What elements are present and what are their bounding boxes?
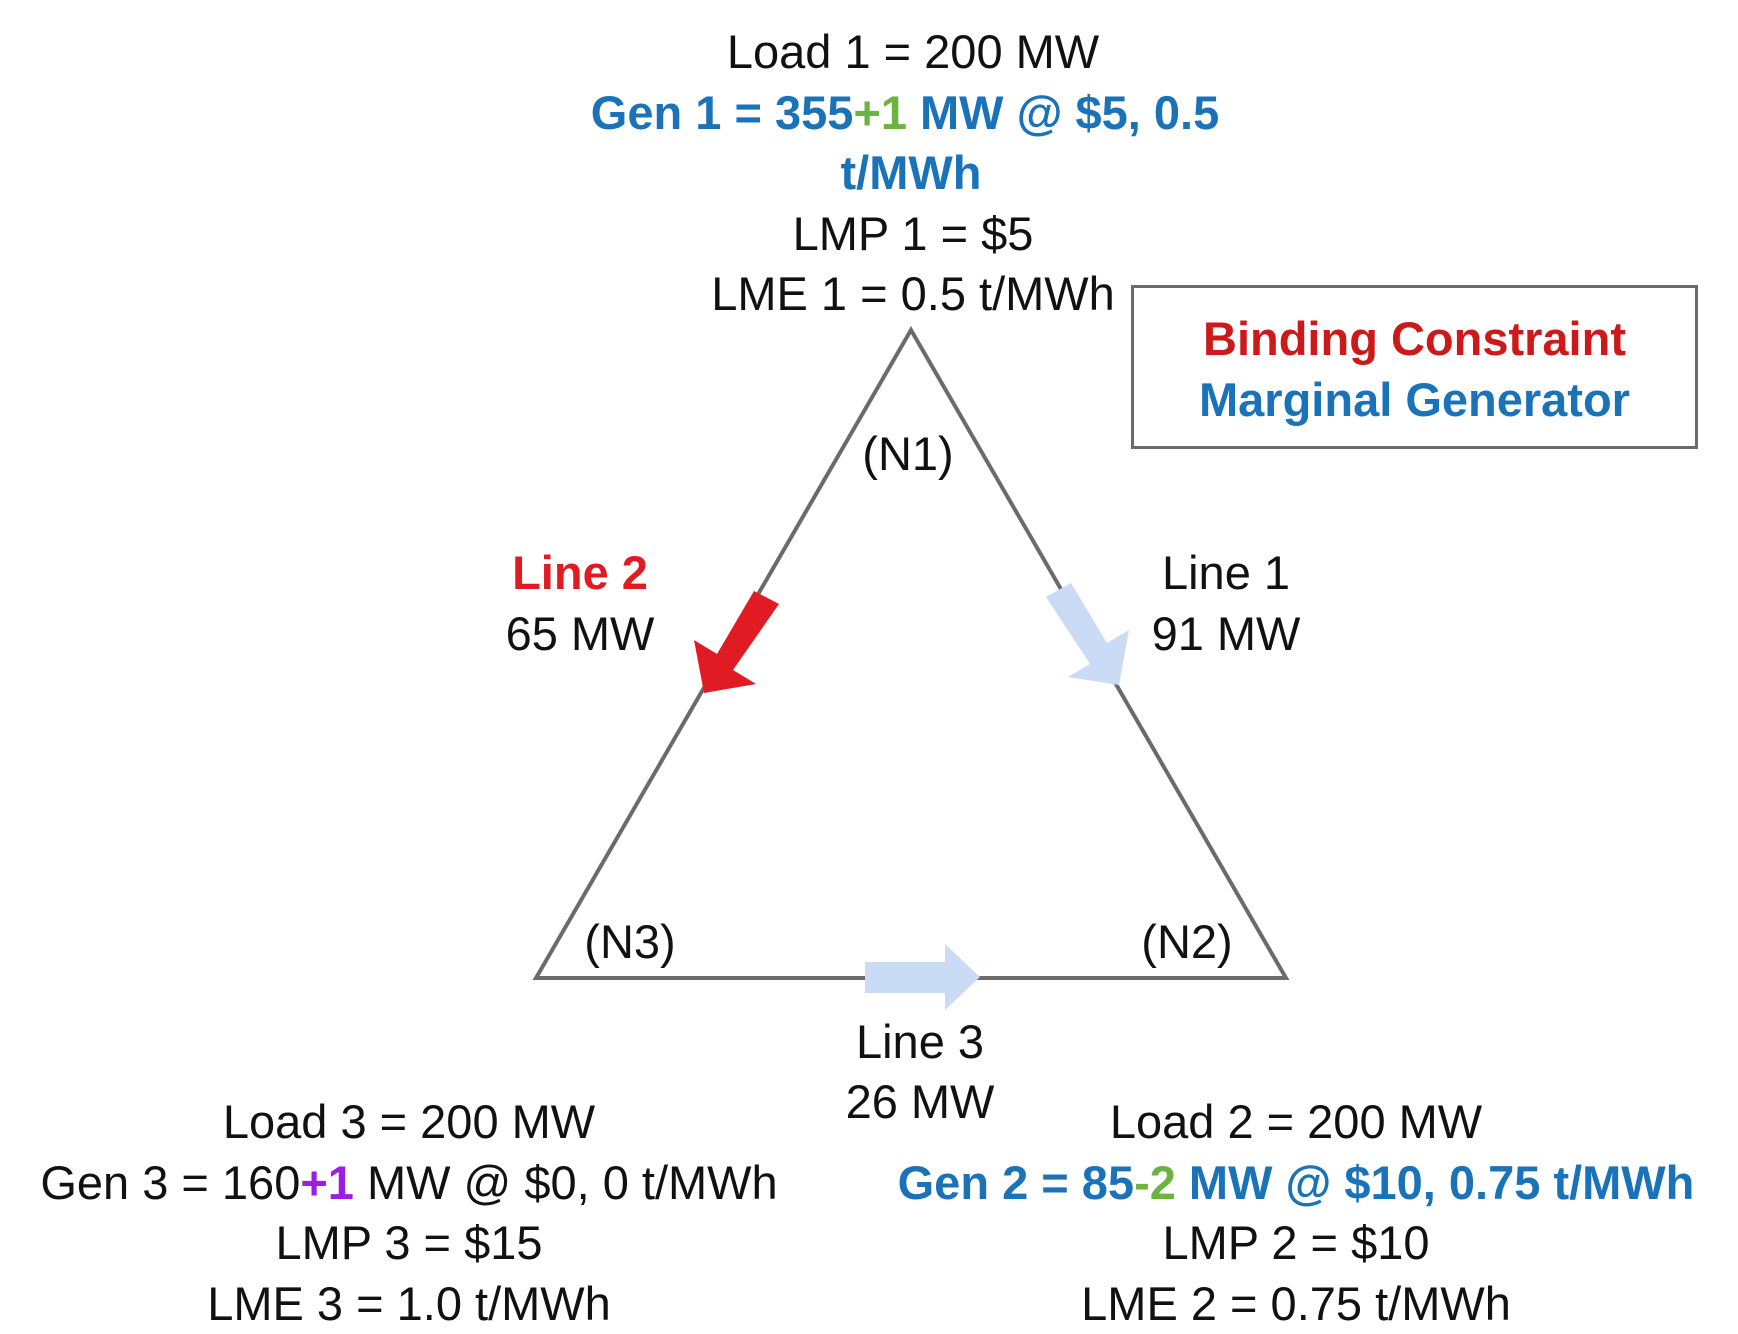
lme-3-label: LME 3 = 1.0 t/MWh bbox=[207, 1277, 611, 1330]
legend-binding-constraint: Binding Constraint bbox=[1203, 312, 1626, 365]
legend-box: Binding Constraint Marginal Generator bbox=[1131, 285, 1698, 449]
lmp-2-label: LMP 2 = $10 bbox=[1162, 1216, 1430, 1269]
load-1-label: Load 1 = 200 MW bbox=[726, 25, 1100, 78]
line1-flow: 91 MW bbox=[1151, 607, 1301, 660]
node-n1-label: (N1) bbox=[862, 427, 954, 480]
gen-1-delta: +1 bbox=[853, 86, 907, 139]
gen-3-suffix: MW @ $0, 0 t/MWh bbox=[353, 1156, 778, 1209]
gen-2-prefix: Gen 2 = 85 bbox=[897, 1156, 1135, 1209]
line2-name: Line 2 bbox=[512, 546, 648, 599]
gen-1-prefix: Gen 1 = 355 bbox=[590, 86, 854, 139]
line2-flow: 65 MW bbox=[505, 607, 655, 660]
lmp-1-label: LMP 1 = $5 bbox=[792, 207, 1034, 260]
load-2-label: Load 2 = 200 MW bbox=[1109, 1095, 1483, 1148]
node-n2-label: (N2) bbox=[1141, 915, 1233, 968]
gen-2-delta: -2 bbox=[1134, 1156, 1176, 1209]
lmp-3-label: LMP 3 = $15 bbox=[275, 1216, 543, 1269]
gen-1-label: Gen 1 = 355+1 MW @ $5, 0.5 bbox=[591, 83, 1219, 143]
line3-name: Line 3 bbox=[855, 1015, 985, 1068]
node-n3-label: (N3) bbox=[584, 915, 676, 968]
line2-flow-arrow bbox=[694, 591, 779, 693]
line3-flow-arrow bbox=[865, 944, 980, 1010]
gen-3-label: Gen 3 = 160+1 MW @ $0, 0 t/MWh bbox=[40, 1153, 777, 1213]
line3-flow: 26 MW bbox=[845, 1075, 995, 1128]
gen-3-delta: +1 bbox=[300, 1156, 354, 1209]
load-3-label: Load 3 = 200 MW bbox=[222, 1095, 596, 1148]
gen-2-label: Gen 2 = 85-2 MW @ $10, 0.75 t/MWh bbox=[898, 1153, 1695, 1213]
gen-2-suffix: MW @ $10, 0.75 t/MWh bbox=[1175, 1156, 1695, 1209]
gen-1-suffix: MW @ $5, 0.5 bbox=[906, 86, 1220, 139]
gen-1-unit-line: t/MWh bbox=[840, 146, 982, 199]
legend-marginal-generator: Marginal Generator bbox=[1199, 373, 1630, 426]
line1-name: Line 1 bbox=[1161, 546, 1291, 599]
gen-3-prefix: Gen 3 = 160 bbox=[40, 1156, 301, 1209]
lme-2-label: LME 2 = 0.75 t/MWh bbox=[1081, 1277, 1511, 1330]
lme-1-label: LME 1 = 0.5 t/MWh bbox=[711, 267, 1115, 320]
line1-flow-arrow bbox=[1046, 583, 1129, 685]
